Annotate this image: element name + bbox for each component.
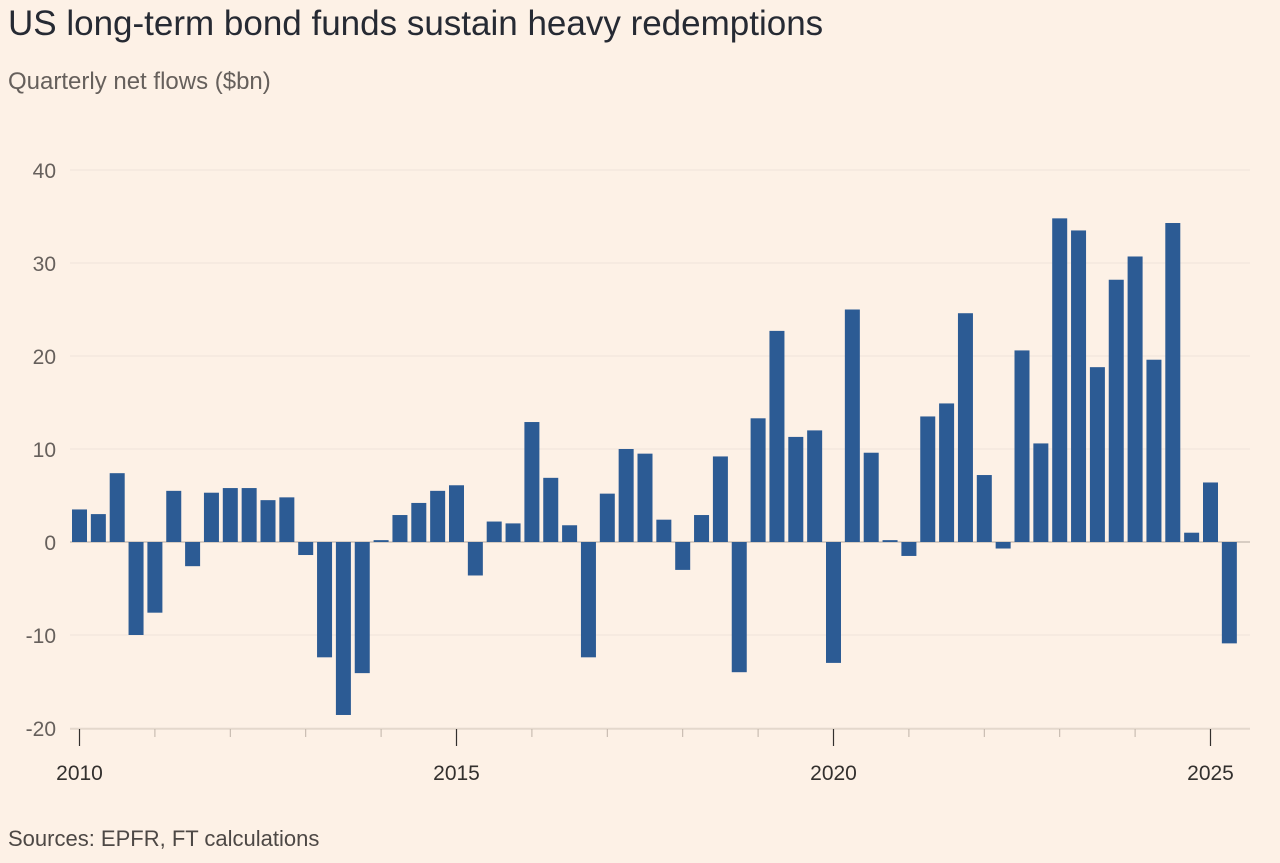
bar: 2023 Q3: 18.8 [1089,367,1105,542]
bar: 2010 Q1: 3.5 [72,509,87,542]
bar: 2013 Q2: -12.4 [317,542,333,658]
bar: 2012 Q2: 5.8 [241,488,257,542]
bar: 2019 Q3: 11.3 [788,436,804,542]
bar: 2020 Q4: 0.2 [882,540,898,542]
bar: 2023 Q4: 28.2 [1108,279,1124,542]
bar: 2022 Q1: 7.2 [976,475,992,542]
bar: 2015 Q2: -3.6 [467,542,483,576]
bar: 2020 Q1: -13 [826,542,841,663]
bar: 2021 Q4: 24.6 [957,313,973,542]
bar: 2018 Q3: 9.2 [712,456,728,542]
chart-subtitle: Quarterly net flows ($bn) [8,68,271,95]
y-tick-label: 0 [44,532,56,555]
bar: 2010 Q3: 7.4 [109,473,125,542]
bar: 2014 Q2: 2.9 [392,515,408,542]
y-tick-label: 40 [33,160,56,183]
bar: 2011 Q4: 5.3 [203,492,219,542]
bar: 2010 Q2: 3 [90,514,106,542]
bar: 2016 Q4: -12.4 [580,542,596,658]
bar: 2013 Q3: -18.6 [335,542,351,715]
bar: 2025 Q2: -10.9 [1221,542,1237,644]
bar: 2022 Q3: 20.6 [1014,350,1030,542]
y-tick-label: 20 [33,346,56,369]
bar: 2025 Q1: 6.4 [1203,482,1218,542]
bar: 2010 Q4: -10 [128,542,144,635]
bar: 2013 Q4: -14.1 [354,542,370,674]
bar: 2023 Q1: 34.8 [1052,218,1068,543]
bar: 2012 Q3: 4.5 [260,500,276,542]
bar: 2017 Q2: 10 [618,449,634,542]
bar: 2014 Q3: 4.2 [411,502,427,542]
bar: 2015 Q1: 6.1 [449,485,464,542]
bar: 2024 Q2: 19.6 [1146,359,1162,542]
bar: 2022 Q2: -0.7 [995,542,1011,549]
bar: 2023 Q2: 33.5 [1071,230,1087,542]
bar: 2018 Q4: -14 [731,542,747,673]
x-tick-label: 2020 [810,762,857,785]
bar: 2019 Q2: 22.7 [769,330,785,542]
bar: 2011 Q2: 5.5 [166,490,182,542]
bar: 2019 Q4: 12 [807,430,823,542]
bar: 2011 Q3: -2.6 [185,542,201,567]
bar: 2012 Q1: 5.8 [222,488,238,542]
y-tick-label: -10 [26,625,56,648]
bar: 2018 Q1: -3 [675,542,691,570]
bar: 2015 Q3: 2.2 [486,521,502,542]
bars: 2010 Q1: 3.52010 Q2: 32010 Q3: 7.42010 Q… [72,218,1237,715]
x-tick-label: 2015 [433,762,480,785]
bar: 2016 Q3: 1.8 [562,525,578,542]
bar: 2015 Q4: 2 [505,523,521,542]
bar: 2021 Q2: 13.5 [920,416,936,542]
bar: 2012 Q4: 4.8 [279,497,295,542]
bar: 2013 Q1: -1.4 [298,542,314,556]
bar: 2011 Q1: -7.6 [147,542,163,613]
bar: 2021 Q1: -1.5 [901,542,917,556]
y-tick-label: 10 [33,439,56,462]
bar: 2014 Q4: 5.5 [430,490,446,542]
bar: 2022 Q4: 10.6 [1033,443,1049,542]
bar: 2017 Q4: 2.4 [656,519,672,542]
bar: 2019 Q1: 13.3 [750,418,766,542]
bar: 2024 Q1: 30.7 [1127,256,1143,542]
bar: 2016 Q2: 6.9 [543,477,559,542]
y-tick-label: -20 [26,718,56,741]
bar: 2017 Q3: 9.5 [637,453,653,542]
chart-title: US long-term bond funds sustain heavy re… [8,4,824,43]
bar-chart: 2010 Q1: 3.52010 Q2: 32010 Q3: 7.42010 Q… [0,140,1280,800]
bar: 2017 Q1: 5.2 [599,493,615,542]
y-tick-label: 30 [33,253,56,276]
bar: 2020 Q2: 25 [844,309,860,542]
bar: 2020 Q3: 9.6 [863,452,879,542]
bar: 2024 Q3: 34.3 [1165,223,1181,542]
bar: 2016 Q1: 12.9 [524,422,540,542]
bar: 2014 Q1: 0.2 [373,540,389,542]
bar: 2024 Q4: 1 [1184,532,1200,542]
x-tick-label: 2010 [56,762,103,785]
bar: 2018 Q2: 2.9 [694,515,710,542]
bar: 2021 Q3: 14.9 [939,403,955,542]
source-note: Sources: EPFR, FT calculations [8,826,320,851]
chart-svg: 2010 Q1: 3.52010 Q2: 32010 Q3: 7.42010 Q… [26,160,1250,785]
x-tick-label: 2025 [1187,762,1234,785]
